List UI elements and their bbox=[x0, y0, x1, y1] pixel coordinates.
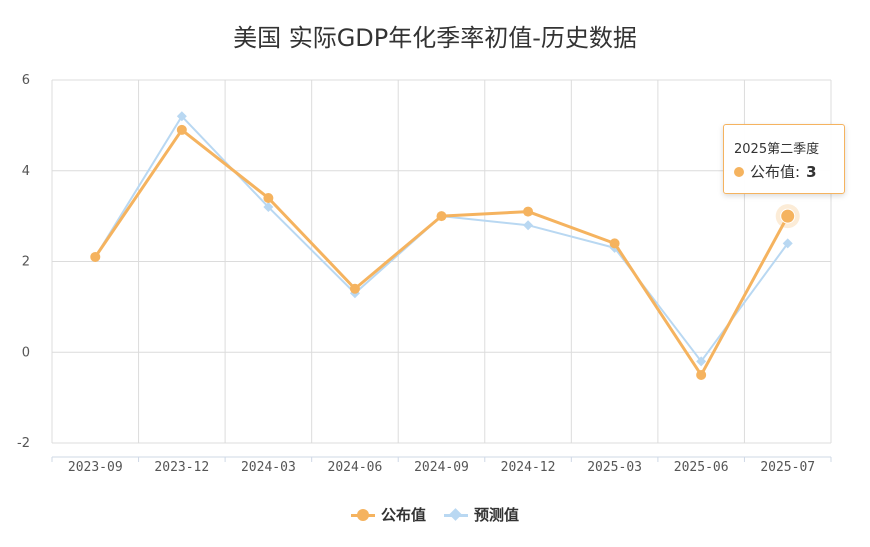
x-tick-label: 2025-07 bbox=[760, 460, 815, 475]
x-tick-label: 2025-06 bbox=[674, 460, 729, 475]
y-tick-label: 2 bbox=[22, 255, 30, 270]
published-point bbox=[349, 283, 360, 294]
y-tick-label: -2 bbox=[17, 436, 30, 451]
forecast-point bbox=[782, 238, 793, 249]
legend-label-published: 公布值 bbox=[380, 506, 426, 524]
published-point bbox=[609, 238, 620, 249]
y-tick-label: 0 bbox=[22, 345, 30, 360]
tooltip-value: 3 bbox=[806, 162, 817, 181]
published-point bbox=[90, 251, 101, 262]
tooltip-header: 2025第二季度 bbox=[734, 142, 820, 157]
forecast-point bbox=[176, 111, 187, 122]
legend-item-published[interactable]: 公布值 bbox=[350, 504, 426, 525]
legend-swatch-forecast bbox=[444, 507, 468, 522]
tooltip-label: 公布值: bbox=[750, 163, 801, 181]
published-point bbox=[696, 369, 707, 380]
x-tick-label: 2024-12 bbox=[501, 460, 556, 475]
forecast-point bbox=[263, 202, 274, 213]
x-tick-label: 2024-06 bbox=[328, 460, 383, 475]
legend-item-forecast[interactable]: 预测值 bbox=[444, 504, 519, 525]
published-point bbox=[523, 206, 534, 217]
hover-point bbox=[780, 208, 796, 224]
chart-tooltip: 2025第二季度 公布值: 3 bbox=[723, 124, 845, 194]
y-tick-label: 4 bbox=[22, 164, 30, 179]
y-tick-label: 6 bbox=[22, 73, 30, 88]
series-line-forecast bbox=[94, 115, 789, 363]
x-tick-label: 2025-03 bbox=[587, 460, 642, 475]
forecast-point bbox=[523, 220, 534, 231]
legend-swatch-published bbox=[350, 508, 375, 522]
chart-title: 美国 实际GDP年化季率初值-历史数据 bbox=[233, 24, 637, 52]
chart-legend: 公布值 预测值 bbox=[0, 504, 870, 525]
x-tick-label: 2023-12 bbox=[154, 460, 209, 475]
x-tick-label: 2024-09 bbox=[414, 460, 469, 475]
forecast-point bbox=[696, 356, 707, 367]
published-point bbox=[436, 211, 447, 222]
published-point bbox=[263, 192, 274, 203]
x-tick-label: 2023-09 bbox=[68, 460, 123, 475]
legend-label-forecast: 预测值 bbox=[474, 506, 520, 524]
published-point bbox=[176, 124, 187, 135]
x-tick-label: 2024-03 bbox=[241, 460, 296, 475]
tooltip-dot bbox=[734, 166, 744, 177]
tooltip-row: 公布值: 3 bbox=[734, 161, 817, 182]
